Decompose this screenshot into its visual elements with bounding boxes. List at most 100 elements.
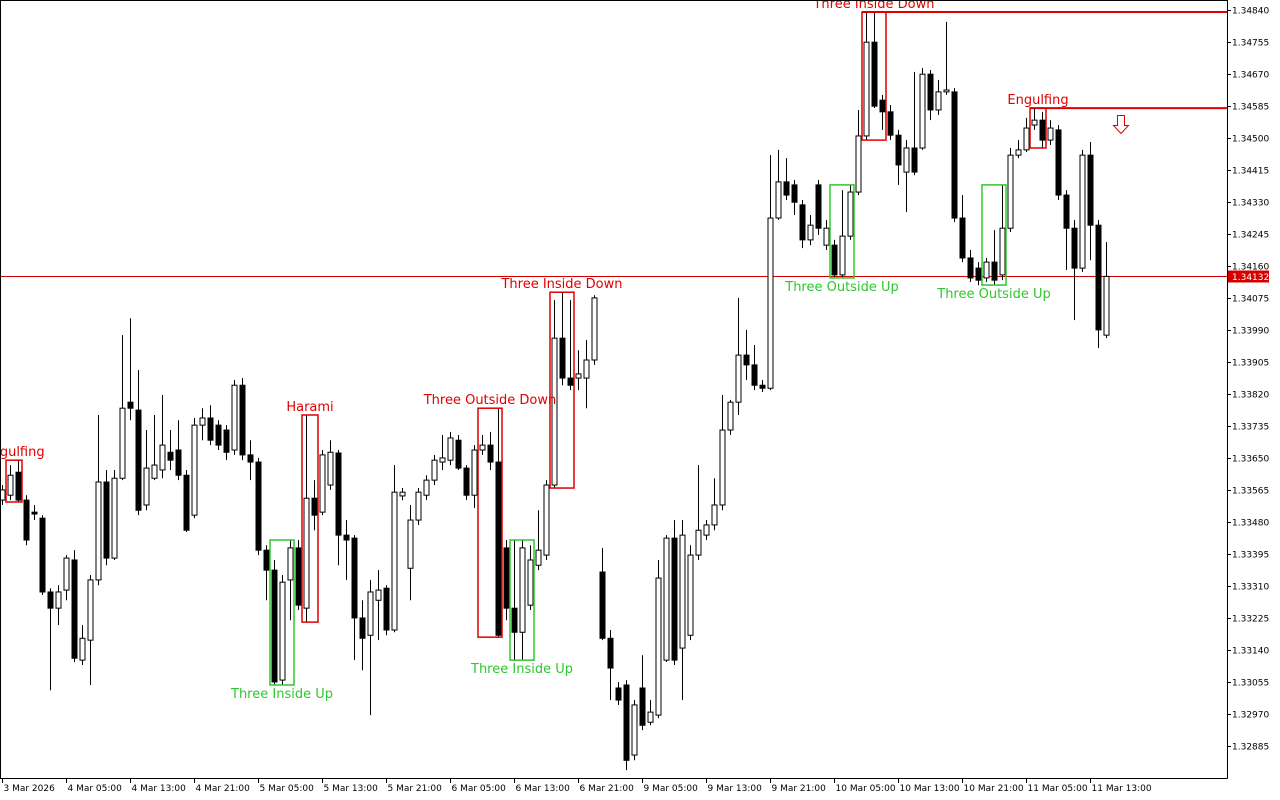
candle-body-bear: [103, 481, 110, 559]
candle-body-bear: [335, 452, 342, 536]
candle-body-bear: [887, 111, 894, 136]
pattern-box: [269, 539, 295, 686]
candle-body-bear: [1095, 224, 1102, 331]
y-tick-label: 1.33480: [1232, 519, 1269, 529]
candle-body-bull: [231, 384, 238, 451]
candle-body-bear: [215, 424, 222, 446]
candle-body-bear: [1087, 154, 1094, 226]
candle-body-bear: [791, 184, 798, 203]
x-tick-label: 4 Mar 05:00: [68, 784, 123, 794]
y-tick-label: 1.33395: [1232, 551, 1269, 561]
candle-body-bull: [919, 73, 926, 149]
candle-body-bull: [1031, 119, 1038, 126]
candle-body-bull: [767, 217, 774, 389]
candle-body-bull: [647, 711, 654, 723]
candle-body-bear: [359, 617, 366, 639]
candle-body-bull: [839, 235, 846, 276]
candle-body-bull: [319, 454, 326, 513]
candle-body-bull: [1103, 275, 1110, 336]
candle-body-bull: [543, 484, 550, 556]
candle-body-bear: [871, 41, 878, 107]
candle-body-bull: [479, 444, 486, 451]
candle-body-bull: [863, 41, 870, 137]
candle-body-bull: [375, 589, 382, 601]
x-tick-label: 3 Mar 2026: [4, 784, 56, 794]
candle-body-bull: [1079, 154, 1086, 269]
candle-body-bull: [7, 474, 14, 496]
candle-body-bear: [511, 607, 518, 633]
candle-body-bear: [1071, 227, 1078, 269]
candle-body-bull: [399, 491, 406, 497]
candle-body-bear: [815, 184, 822, 229]
x-tick-label: 10 Mar 05:00: [836, 784, 896, 794]
pattern-label: Three Outside Up: [784, 280, 898, 295]
y-tick-label: 1.34585: [1232, 103, 1269, 113]
candle-body-bull: [519, 547, 526, 633]
candle-body-bear: [495, 461, 502, 636]
candle-body-bear: [255, 461, 262, 551]
candle-body-bull: [159, 444, 166, 471]
candle-body-bull: [1023, 127, 1030, 151]
candle-body-bull: [943, 89, 950, 93]
pattern-box: [301, 414, 319, 623]
pattern-label: Three Inside Down: [812, 0, 934, 12]
candle-body-bull: [807, 224, 814, 241]
y-tick-label: 1.33990: [1232, 327, 1269, 337]
x-tick-label: 6 Mar 21:00: [580, 784, 635, 794]
candle-body-bull: [775, 181, 782, 219]
candle-body-bull: [391, 491, 398, 631]
candle-body-bull: [983, 261, 990, 279]
y-tick-label: 1.34840: [1232, 7, 1269, 17]
candle-body-bear: [599, 571, 606, 639]
candle-body-bear: [559, 337, 566, 379]
candle-body-bull: [735, 354, 742, 403]
candle-body-bull: [79, 637, 86, 661]
candle-body-bear: [39, 517, 46, 593]
candle-body-bull: [935, 91, 942, 111]
candle-body-bull: [903, 147, 910, 173]
x-tick-label: 5 Mar 21:00: [388, 784, 443, 794]
candle-body-bull: [287, 547, 294, 581]
candle-body-bull: [119, 407, 126, 479]
pattern-box: [829, 184, 855, 279]
candle-body-bear: [567, 377, 574, 386]
candle-body-bear: [975, 267, 982, 281]
candle-body-bear: [47, 591, 54, 609]
pattern-label: Engulfing: [1007, 93, 1068, 108]
candle-body-bear: [951, 91, 958, 219]
y-tick-label: 1.32970: [1232, 711, 1269, 721]
x-tick-label: 10 Mar 13:00: [900, 784, 960, 794]
pattern-box: [981, 184, 1007, 286]
candle-body-bull: [111, 477, 118, 559]
pattern-label: Engulfing: [0, 445, 45, 460]
candle-body-bear: [135, 409, 142, 511]
candle-body-bear: [311, 497, 318, 516]
y-tick-label: 1.34670: [1232, 71, 1269, 81]
plot-area: Engulfing Three Inside Up Harami Three Outs…: [0, 0, 1227, 771]
candle-body-bull: [1015, 149, 1022, 156]
candle-body-bull: [151, 464, 158, 479]
pattern-label: Three Inside Up: [230, 687, 333, 702]
candle-body-bull: [191, 424, 198, 516]
candle-body-bull: [575, 373, 582, 379]
y-tick-label: 1.33735: [1232, 423, 1269, 433]
pattern-label: Three Inside Up: [470, 662, 573, 677]
candle-body-bull: [367, 591, 374, 636]
candle-body-bear: [911, 147, 918, 173]
pattern-label: Three Inside Down: [500, 277, 622, 292]
candle-body-bear: [487, 444, 494, 463]
candle-body-bull: [711, 504, 718, 526]
candle-body-bear: [623, 684, 630, 761]
candle-body-bull: [591, 297, 598, 361]
candle-body-bear: [759, 384, 766, 389]
candle-body-bear: [271, 569, 278, 683]
x-tick-label: 5 Mar 05:00: [260, 784, 315, 794]
candle-body-bear: [383, 587, 390, 631]
candle-body-bull: [719, 429, 726, 506]
y-tick-label: 1.34755: [1232, 39, 1269, 49]
candle-body-bear: [207, 417, 214, 441]
candle-body-bull: [703, 524, 710, 536]
